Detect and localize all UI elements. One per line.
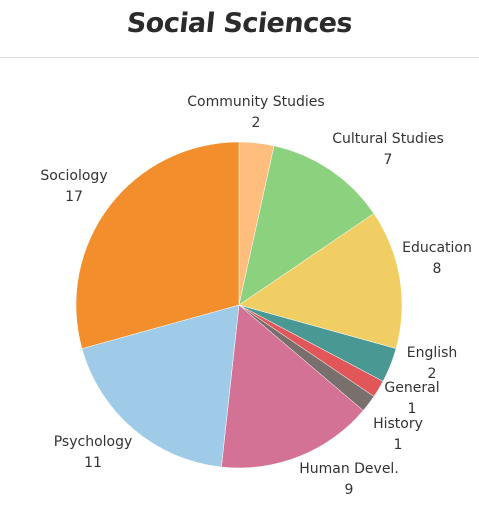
- pie-slice-education[interactable]: [238, 213, 403, 349]
- slice-label-value: 11: [84, 455, 102, 471]
- pie-slice-human-devel[interactable]: [221, 304, 364, 469]
- header-divider: [0, 57, 479, 58]
- slice-label-name: History: [373, 416, 423, 432]
- slice-label-value: 1: [394, 437, 403, 453]
- slice-label-name: Community Studies: [187, 94, 324, 110]
- header: Social Sciences: [0, 0, 479, 58]
- slice-label-name: Sociology: [40, 168, 107, 184]
- pie-labels: Community Studies 2 Cultural Studies 7 Educa…: [40, 94, 471, 498]
- slice-label-name: Education: [402, 240, 472, 256]
- slice-label-value: 7: [384, 152, 393, 168]
- pie-slices: [75, 141, 403, 469]
- slice-label-value: 17: [65, 189, 83, 205]
- slice-label-name: Psychology: [54, 434, 133, 450]
- slice-label-value: 2: [252, 115, 261, 131]
- pie-slice-sociology[interactable]: [75, 141, 240, 349]
- slice-label-value: 2: [428, 366, 437, 382]
- slice-label-name: General: [384, 380, 439, 396]
- slice-label-value: 1: [408, 401, 417, 417]
- slice-label-name: English: [407, 345, 458, 361]
- pie-slice-cultural-studies[interactable]: [238, 145, 375, 306]
- slice-label-value: 8: [433, 261, 442, 277]
- slice-label-name: Human Devel.: [299, 461, 399, 477]
- slice-label-name: Cultural Studies: [332, 131, 444, 147]
- slice-label-value: 9: [345, 482, 354, 498]
- pie-slice-psychology[interactable]: [81, 304, 240, 468]
